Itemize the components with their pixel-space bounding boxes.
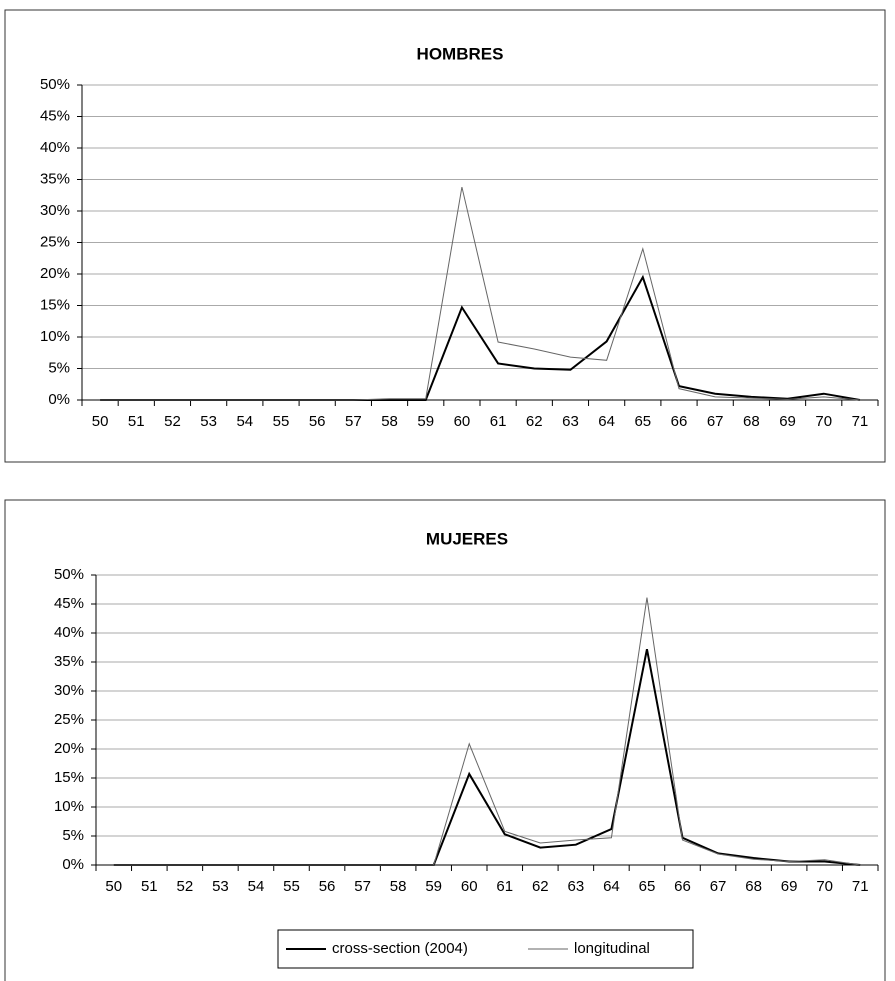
x-tick-label: 61 <box>496 878 513 895</box>
x-tick-label: 70 <box>816 878 833 895</box>
y-tick-label: 25% <box>54 711 84 728</box>
x-tick-label: 67 <box>710 878 727 895</box>
y-tick-label: 45% <box>40 107 70 124</box>
x-tick-label: 53 <box>212 878 229 895</box>
x-tick-label: 59 <box>425 878 442 895</box>
y-tick-label: 45% <box>54 595 84 612</box>
x-tick-label: 68 <box>743 413 760 430</box>
x-tick-label: 50 <box>92 413 109 430</box>
y-tick-label: 20% <box>54 740 84 757</box>
x-tick-label: 56 <box>309 413 326 430</box>
legend-label: cross-section (2004) <box>332 940 468 957</box>
y-tick-label: 15% <box>40 296 70 313</box>
x-tick-label: 57 <box>345 413 362 430</box>
x-tick-label: 58 <box>390 878 407 895</box>
x-tick-label: 69 <box>779 413 796 430</box>
y-tick-label: 10% <box>40 328 70 345</box>
x-tick-label: 66 <box>671 413 688 430</box>
legend-label: longitudinal <box>574 940 650 957</box>
x-tick-label: 64 <box>603 878 620 895</box>
chart-title: MUJERES <box>426 529 508 548</box>
y-tick-label: 25% <box>40 233 70 250</box>
y-tick-label: 50% <box>40 76 70 93</box>
x-tick-label: 65 <box>634 413 651 430</box>
x-tick-label: 60 <box>454 413 471 430</box>
y-tick-label: 0% <box>48 391 70 408</box>
y-tick-label: 35% <box>54 653 84 670</box>
y-tick-label: 40% <box>54 624 84 641</box>
x-tick-label: 58 <box>381 413 398 430</box>
x-tick-label: 54 <box>236 413 253 430</box>
x-tick-label: 51 <box>128 413 145 430</box>
x-tick-label: 59 <box>417 413 434 430</box>
series-line <box>100 186 860 401</box>
x-tick-label: 60 <box>461 878 478 895</box>
x-tick-label: 70 <box>815 413 832 430</box>
chart-frame <box>4 9 886 463</box>
chart-frame <box>4 499 886 981</box>
x-tick-label: 65 <box>639 878 656 895</box>
y-tick-label: 30% <box>54 682 84 699</box>
x-tick-label: 64 <box>598 413 615 430</box>
y-tick-label: 30% <box>40 202 70 219</box>
x-tick-label: 66 <box>674 878 691 895</box>
y-tick-label: 5% <box>48 359 70 376</box>
x-tick-label: 53 <box>200 413 217 430</box>
x-tick-label: 63 <box>562 413 579 430</box>
x-tick-label: 62 <box>526 413 543 430</box>
x-tick-label: 52 <box>177 878 194 895</box>
legend-box <box>277 929 694 969</box>
series-line <box>100 274 861 401</box>
x-tick-label: 63 <box>568 878 585 895</box>
y-tick-label: 5% <box>62 827 84 844</box>
y-tick-label: 10% <box>54 798 84 815</box>
x-tick-label: 62 <box>532 878 549 895</box>
y-tick-label: 35% <box>40 170 70 187</box>
x-tick-label: 67 <box>707 413 724 430</box>
chart-title: HOMBRES <box>417 44 504 63</box>
x-tick-label: 52 <box>164 413 181 430</box>
y-tick-label: 0% <box>62 856 84 873</box>
y-tick-label: 15% <box>54 769 84 786</box>
y-tick-label: 20% <box>40 265 70 282</box>
x-tick-label: 56 <box>319 878 336 895</box>
x-tick-label: 71 <box>852 413 869 430</box>
x-tick-label: 61 <box>490 413 507 430</box>
x-tick-label: 55 <box>273 413 290 430</box>
x-tick-label: 54 <box>248 878 265 895</box>
x-tick-label: 57 <box>354 878 371 895</box>
x-tick-label: 69 <box>781 878 798 895</box>
x-tick-label: 51 <box>141 878 158 895</box>
x-tick-label: 68 <box>745 878 762 895</box>
y-tick-label: 40% <box>40 139 70 156</box>
x-tick-label: 71 <box>852 878 869 895</box>
x-tick-label: 50 <box>105 878 122 895</box>
x-tick-label: 55 <box>283 878 300 895</box>
y-tick-label: 50% <box>54 566 84 583</box>
series-line <box>113 597 861 866</box>
series-line <box>113 649 861 866</box>
